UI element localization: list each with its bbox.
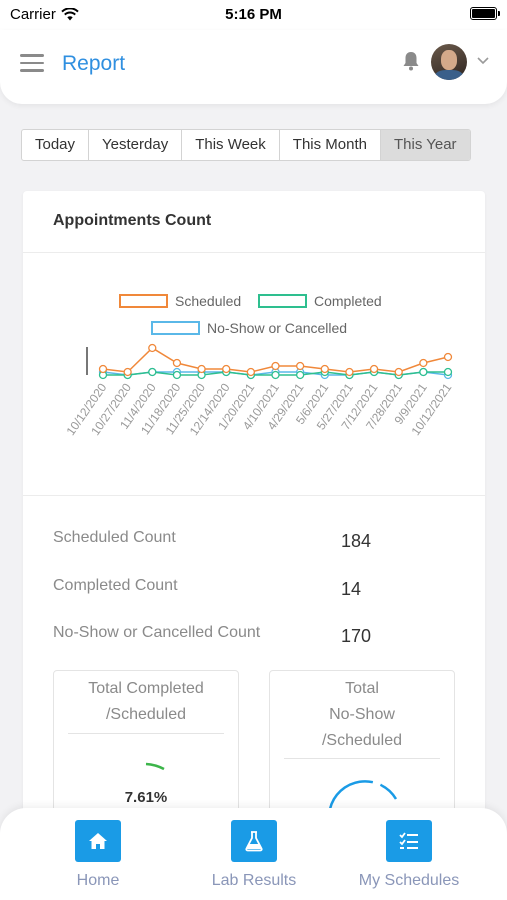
legend-scheduled[interactable]: Scheduled — [119, 293, 241, 309]
home-icon — [89, 833, 107, 849]
no-show-count-value: 170 — [341, 626, 372, 646]
completed-count-value: 14 — [341, 579, 362, 599]
bottom-nav: Home Lab Results My Schedules — [0, 808, 507, 900]
wifi-icon — [61, 8, 79, 21]
notification-bell-icon[interactable] — [400, 50, 422, 72]
divider — [68, 733, 224, 734]
data-point — [295, 361, 305, 371]
scheduled-count-label: Scheduled Count — [53, 529, 176, 546]
page-title: Report — [62, 52, 126, 75]
data-point — [246, 367, 256, 377]
gauge-arc — [328, 780, 398, 810]
legend-swatch — [258, 294, 307, 308]
tab-this-month[interactable]: This Month — [280, 130, 381, 160]
data-point — [320, 364, 329, 374]
no-show-ratio-title-line2: No-Show — [329, 706, 395, 723]
data-point — [443, 367, 453, 377]
data-point — [98, 364, 108, 374]
data-point — [419, 367, 428, 377]
data-point — [222, 364, 231, 374]
data-point — [172, 370, 182, 380]
hamburger-menu-icon[interactable] — [20, 54, 44, 72]
no-show-ratio-subtitle: /Scheduled — [321, 732, 403, 749]
chevron-down-icon[interactable] — [476, 56, 490, 66]
clock: 5:16 PM — [225, 6, 282, 23]
nav-my-schedules[interactable]: My Schedules — [339, 820, 479, 890]
appointments-chart: Scheduled Completed No-Show or Cancelled… — [23, 253, 485, 493]
data-point — [443, 352, 453, 362]
status-bar: Carrier 5:16 PM — [0, 0, 507, 30]
data-point — [271, 361, 280, 371]
legend-no-show[interactable]: No-Show or Cancelled — [151, 320, 347, 336]
scheduled-count-value: 184 — [341, 531, 372, 551]
legend-label: Completed — [314, 293, 382, 309]
data-point — [271, 370, 280, 380]
data-point — [148, 343, 157, 353]
legend-label: No-Show or Cancelled — [207, 320, 348, 336]
lab-results-button[interactable] — [231, 820, 277, 862]
data-point — [172, 358, 182, 368]
battery-icon — [470, 7, 500, 20]
appointments-card: Appointments Count Scheduled Completed N… — [23, 191, 485, 840]
app-header: Report — [0, 30, 507, 104]
flask-icon — [245, 831, 263, 852]
gauge-arc — [145, 762, 165, 771]
data-point — [197, 364, 206, 374]
divider — [284, 758, 440, 759]
data-point — [148, 367, 157, 377]
completed-ratio-title: Total Completed — [88, 680, 204, 697]
no-show-ratio-title: Total — [345, 680, 379, 697]
divider — [23, 495, 485, 496]
tab-yesterday[interactable]: Yesterday — [89, 130, 183, 160]
completed-ratio-gauge — [145, 762, 165, 771]
checklist-icon — [399, 832, 418, 849]
carrier-indicator: Carrier — [10, 6, 79, 23]
tab-this-week[interactable]: This Week — [182, 130, 280, 160]
no-show-ratio-gauge — [328, 780, 398, 810]
my-schedules-button[interactable] — [386, 820, 432, 862]
data-point — [345, 367, 354, 377]
data-point — [123, 367, 132, 377]
data-point — [369, 364, 379, 374]
tab-this-year[interactable]: This Year — [380, 130, 470, 160]
nav-lab-results[interactable]: Lab Results — [184, 820, 324, 890]
legend-swatch — [151, 321, 200, 335]
data-point — [394, 367, 403, 377]
chart-plot: 10/12/202010/27/202011/4/202011/18/20201… — [64, 343, 455, 438]
legend-completed[interactable]: Completed — [258, 293, 382, 309]
nav-my-schedules-label: My Schedules — [358, 872, 460, 889]
card-title: Appointments Count — [53, 212, 212, 229]
tab-today[interactable]: Today — [22, 130, 90, 160]
completed-ratio-subtitle: /Scheduled — [105, 706, 187, 723]
home-button[interactable] — [75, 820, 121, 862]
legend-swatch — [119, 294, 168, 308]
nav-lab-results-label: Lab Results — [211, 872, 297, 889]
divider — [23, 252, 485, 253]
nav-home-label: Home — [76, 872, 120, 889]
period-tabs: Today Yesterday This Week This Month Thi… — [21, 129, 471, 161]
no-show-count-label: No-Show or Cancelled Count — [53, 624, 261, 641]
user-avatar[interactable] — [431, 44, 467, 80]
completed-count-label: Completed Count — [53, 577, 178, 594]
nav-home[interactable]: Home — [28, 820, 168, 890]
carrier-label: Carrier — [10, 6, 56, 23]
legend-label: Scheduled — [175, 293, 242, 309]
completed-ratio-percent: 7.61% — [124, 789, 168, 806]
data-point — [419, 358, 428, 368]
data-point — [295, 370, 305, 380]
